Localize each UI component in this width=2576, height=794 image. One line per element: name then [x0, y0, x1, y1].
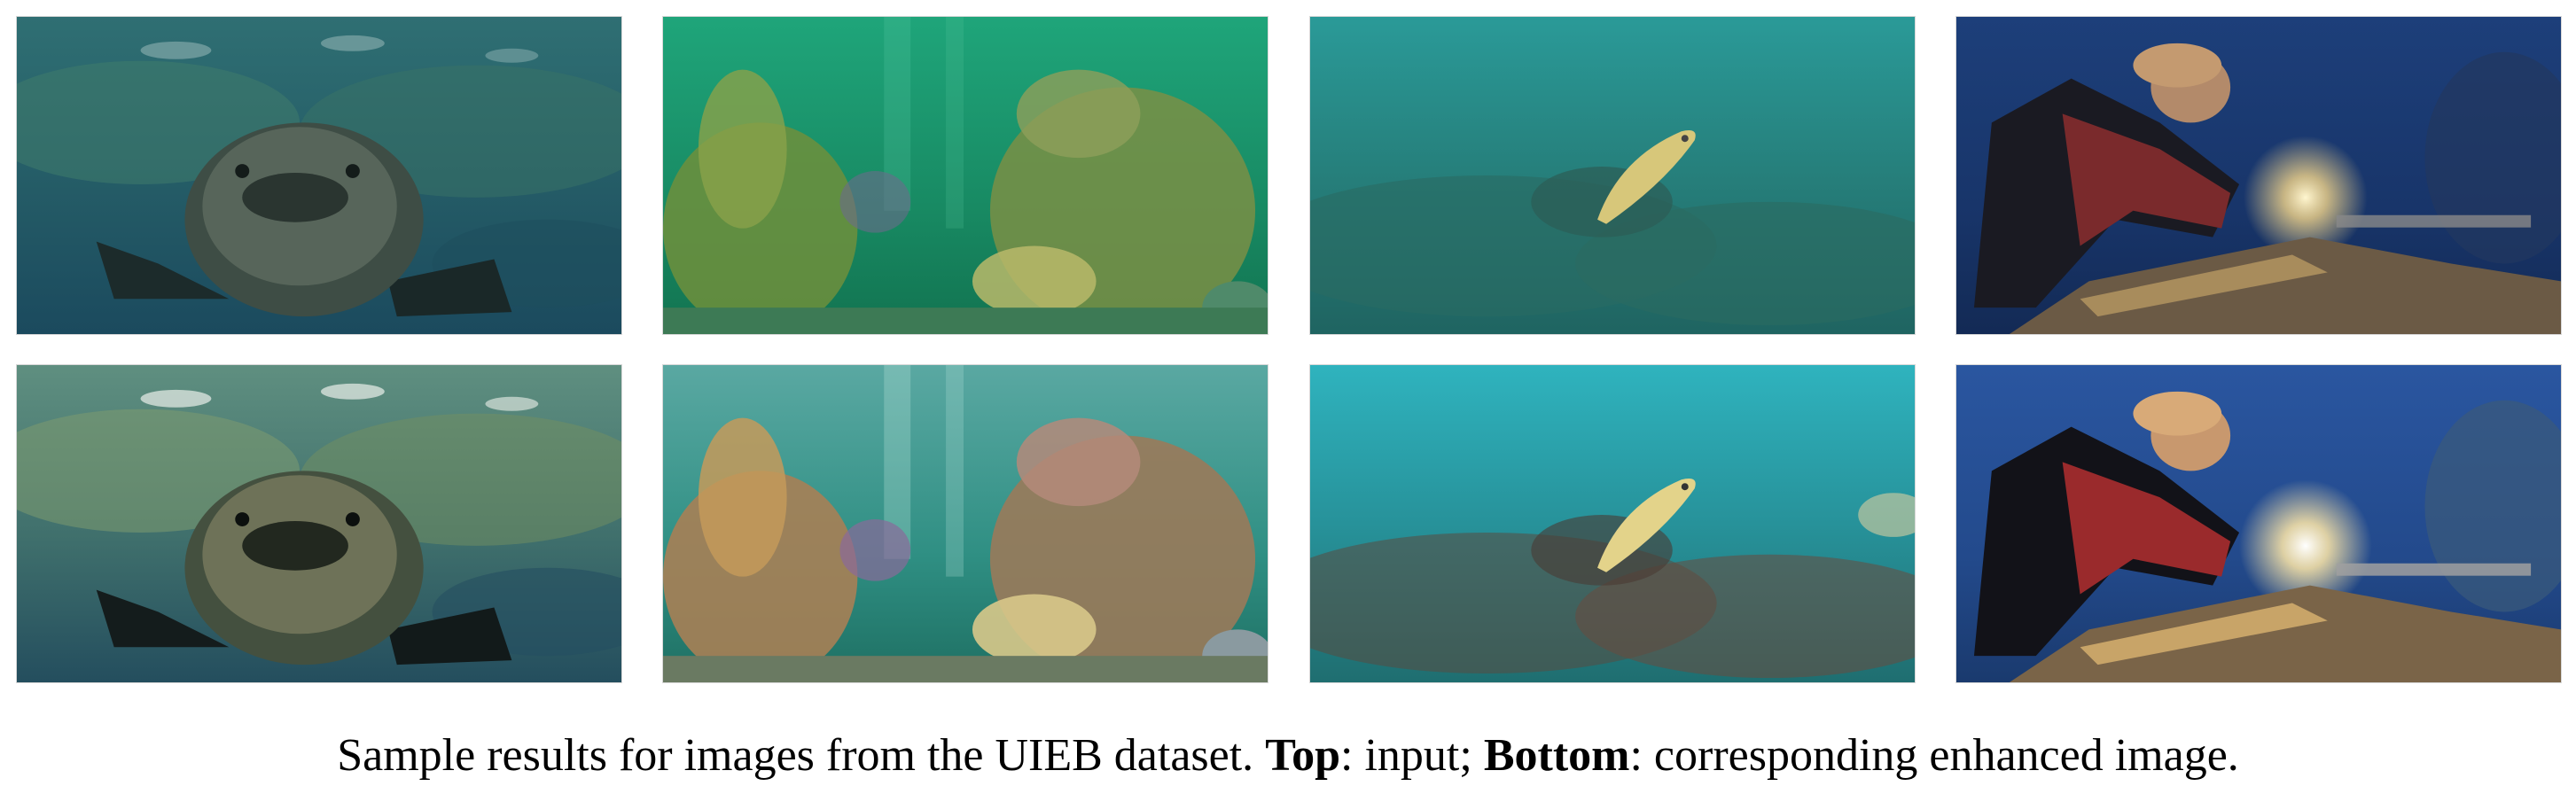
- caption-bold-top: Top: [1265, 730, 1341, 781]
- input-image-squid: [1309, 16, 1916, 335]
- enhanced-image-coral: [662, 364, 1268, 683]
- figure-caption: Sample results for images from the UIEB …: [0, 728, 2576, 783]
- input-image-grouper: [16, 16, 622, 335]
- enhanced-image-squid: [1309, 364, 1916, 683]
- caption-text-3: : corresponding enhanced image.: [1629, 730, 2239, 781]
- caption-text-1: Sample results for images from the UIEB …: [337, 730, 1266, 781]
- input-image-diver: [1955, 16, 2562, 335]
- enhanced-image-diver: [1955, 364, 2562, 683]
- caption-bold-bottom: Bottom: [1483, 730, 1630, 781]
- caption-text-2: : input;: [1340, 730, 1484, 781]
- enhanced-image-grouper: [16, 364, 622, 683]
- input-image-coral: [662, 16, 1268, 335]
